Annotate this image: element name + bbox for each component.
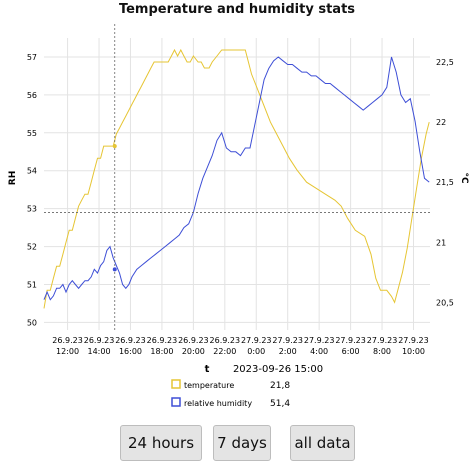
- temperature-marker: [112, 144, 117, 149]
- y-right-tick-0: 20,5: [436, 298, 454, 307]
- all-data-button[interactable]: all data: [290, 425, 355, 461]
- legend-value-0: 21,8: [270, 381, 290, 391]
- x-tick-date-5: 26.9.23: [210, 336, 241, 345]
- x-tick-time-2: 16:00: [119, 347, 142, 356]
- x-tick-date-10: 27.9.23: [367, 336, 398, 345]
- x-tick-time-4: 20:00: [182, 347, 205, 356]
- humidity-line: [43, 56, 430, 301]
- legend-label-1: relative humidity: [184, 399, 252, 408]
- x-axis-label: t: [205, 364, 210, 375]
- y-axis-right-label: °C: [459, 172, 469, 184]
- y-right-tick-3: 22: [436, 118, 446, 127]
- y-left-tick-1: 51: [27, 280, 37, 289]
- x-tick-time-8: 4:00: [310, 347, 328, 356]
- y-left-tick-0: 50: [27, 318, 37, 327]
- y-right-tick-1: 21: [436, 238, 446, 247]
- series-lines: [43, 48, 430, 309]
- 24-hours-button[interactable]: 24 hours: [120, 425, 202, 461]
- y-left-tick-2: 52: [27, 243, 37, 252]
- humidity-marker: [112, 267, 117, 272]
- y-left-tick-7: 57: [27, 53, 37, 62]
- x-tick-time-3: 18:00: [150, 347, 173, 356]
- y-axis-right-ticks: 20,5 21 21,5 22 22,5: [436, 58, 454, 307]
- x-tick-time-6: 0:00: [247, 347, 265, 356]
- y-left-tick-3: 53: [27, 205, 37, 214]
- y-left-tick-5: 55: [27, 129, 37, 138]
- x-tick-time-1: 14:00: [87, 347, 110, 356]
- legend-swatch-0: [171, 379, 181, 389]
- y-right-tick-2: 21,5: [436, 178, 454, 187]
- y-left-tick-4: 54: [27, 167, 37, 176]
- x-tick-time-9: 6:00: [342, 347, 360, 356]
- y-left-tick-6: 56: [27, 91, 37, 100]
- x-tick-date-3: 26.9.23: [147, 336, 178, 345]
- 7-days-button[interactable]: 7 days: [213, 425, 271, 461]
- x-tick-date-8: 27.9.23: [304, 336, 335, 345]
- x-tick-time-7: 2:00: [279, 347, 297, 356]
- y-right-tick-4: 22,5: [436, 58, 454, 67]
- x-tick-time-11: 10:00: [402, 347, 425, 356]
- y-axis-left-ticks: 50 51 52 53 54 55 56 57: [27, 53, 37, 327]
- x-tick-date-0: 26.9.23: [52, 336, 83, 345]
- x-tick-date-1: 26.9.23: [84, 336, 115, 345]
- legend: temperature 21,8 relative humidity 51,4: [171, 379, 290, 409]
- y-axis-left-label: RH: [8, 171, 18, 185]
- x-tick-date-11: 27.9.23: [398, 336, 429, 345]
- x-tick-time-10: 8:00: [373, 347, 391, 356]
- legend-swatch-1: [171, 397, 181, 407]
- temperature-line: [43, 48, 430, 309]
- tooltip-time: 2023-09-26 15:00: [233, 364, 323, 375]
- chart-grid: [44, 38, 430, 330]
- x-tick-date-7: 27.9.23: [272, 336, 303, 345]
- legend-value-1: 51,4: [270, 399, 290, 409]
- x-tick-date-6: 27.9.23: [241, 336, 272, 345]
- chart-title: Temperature and humidity stats: [118, 2, 356, 17]
- x-tick-date-9: 27.9.23: [335, 336, 366, 345]
- legend-label-0: temperature: [184, 381, 234, 390]
- x-axis-ticks: 26.9.23 12:00 26.9.23 14:00 26.9.23 16:00 26.9…: [52, 336, 428, 356]
- x-tick-date-4: 26.9.23: [178, 336, 209, 345]
- crosshair: [44, 24, 430, 330]
- x-tick-time-0: 12:00: [56, 347, 79, 356]
- stats-chart[interactable]: 26.9.23 12:00 26.9.23 14:00 26.9.23 16:00 26.9…: [0, 0, 474, 420]
- x-tick-time-5: 22:00: [213, 347, 236, 356]
- x-tick-date-2: 26.9.23: [115, 336, 146, 345]
